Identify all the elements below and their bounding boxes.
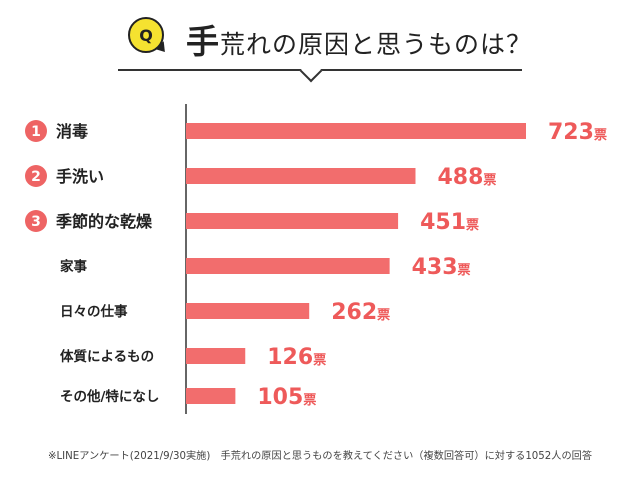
rank-badge — [25, 120, 47, 142]
question-badge-label: Q — [139, 25, 153, 45]
bar — [186, 123, 526, 139]
chart-title: 手荒れの原因と思うものは？ — [186, 15, 532, 63]
value-label: 488票 — [437, 165, 496, 190]
category-label: 手洗い — [56, 167, 104, 186]
value-label: 126票 — [267, 345, 326, 370]
bar — [186, 388, 236, 404]
bar — [186, 258, 390, 274]
footnote: ※LINEアンケート(2021/9/30実施) 手荒れの原因と思うものを教えてく… — [47, 451, 593, 462]
rank-number: 1 — [31, 124, 41, 140]
value-label: 262票 — [331, 300, 390, 325]
value-label: 105票 — [257, 385, 316, 410]
bar — [186, 213, 399, 229]
rank-number: 3 — [31, 214, 41, 230]
bar — [186, 168, 416, 184]
category-label: 消毒 — [56, 122, 88, 141]
chart-header: Q 手荒れの原因と思うものは？ — [0, 0, 640, 90]
bar — [186, 348, 246, 364]
category-label: 体質によるもの — [60, 348, 154, 365]
bar — [186, 303, 310, 319]
question-badge-icon: Q — [128, 17, 164, 53]
category-label: 季節的な乾燥 — [55, 212, 153, 231]
category-label: 日々の仕事 — [60, 303, 128, 320]
value-label: 433票 — [412, 255, 471, 280]
category-label: その他/特になし — [60, 388, 159, 405]
value-label: 723票 — [548, 120, 607, 145]
chart-title-first-char: 手 — [186, 22, 220, 61]
chart-title-rest: 荒れの原因と思うものは？ — [220, 30, 533, 59]
category-label: 家事 — [60, 258, 87, 275]
rank-badge — [25, 165, 47, 187]
rank-number: 2 — [31, 169, 41, 185]
rank-badge — [25, 210, 47, 232]
value-label: 451票 — [420, 210, 479, 235]
